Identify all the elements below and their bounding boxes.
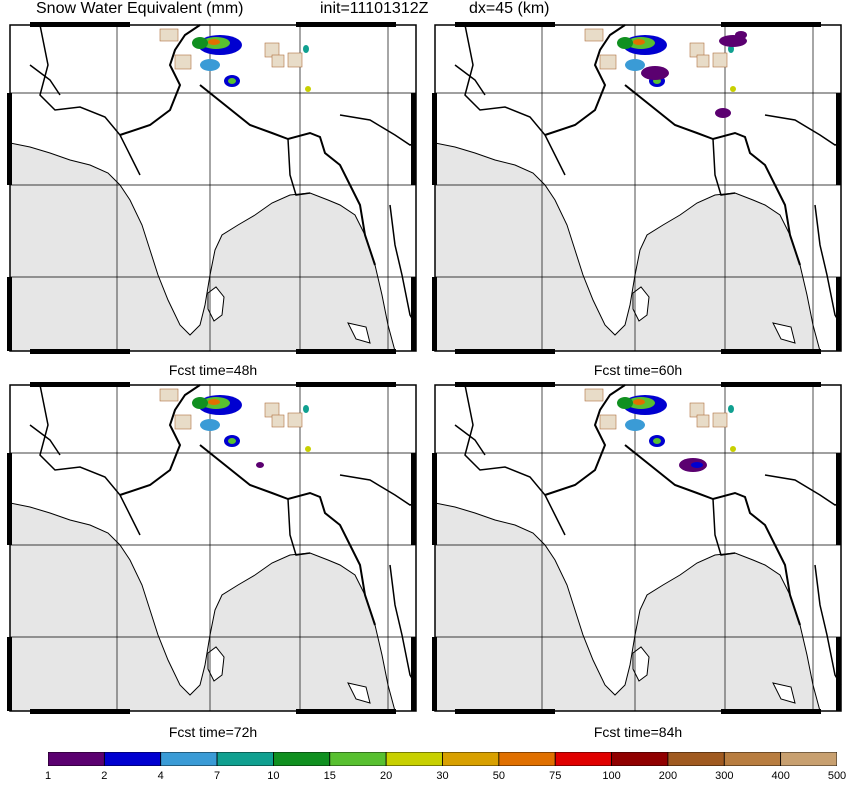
colorbar-segment <box>611 752 669 766</box>
colorbar <box>48 752 837 766</box>
colorbar-segment <box>48 752 105 766</box>
grid-spacing: dx=45 (km) <box>469 0 550 17</box>
colorbar-tick-label: 500 <box>827 770 847 782</box>
colorbar-tick-label: 200 <box>658 770 678 782</box>
colorbar-tick-label: 10 <box>267 770 280 782</box>
map-panel-4 <box>432 382 844 716</box>
colorbar-segment <box>160 752 218 766</box>
panel-2-caption: Fcst time=60h <box>593 362 683 378</box>
colorbar-segment <box>273 752 331 766</box>
colorbar-segment <box>498 752 556 766</box>
map-panel-2 <box>432 22 844 356</box>
colorbar-tick-label: 300 <box>715 770 734 782</box>
colorbar-tick-label: 75 <box>549 770 562 782</box>
colorbar-tick-label: 15 <box>323 770 336 782</box>
colorbar-segment <box>216 752 274 766</box>
colorbar-tick-label: 30 <box>436 770 449 782</box>
colorbar-segment <box>723 752 782 766</box>
colorbar-segment <box>780 752 837 766</box>
panel-1-caption: Fcst time=48h <box>168 362 258 378</box>
panel-3-caption: Fcst time=72h <box>168 724 258 740</box>
map-panel-3 <box>7 382 419 716</box>
variable-title: Snow Water Equivalent (mm) <box>36 0 244 17</box>
init-time: init=11101312Z <box>320 0 429 17</box>
colorbar-tick-label: 50 <box>492 770 505 782</box>
colorbar-tick-label: 4 <box>157 770 164 782</box>
colorbar-segment <box>554 752 612 766</box>
colorbar-tick-label: 2 <box>101 770 108 782</box>
colorbar-tick-label: 400 <box>771 770 790 782</box>
colorbar-segment <box>329 752 387 766</box>
panel-4-caption: Fcst time=84h <box>593 724 683 740</box>
colorbar-segment <box>667 752 725 766</box>
colorbar-tick-label: 7 <box>214 770 221 782</box>
colorbar-segment <box>103 752 162 766</box>
map-panel-1 <box>7 22 419 356</box>
colorbar-tick-label: 100 <box>602 770 621 782</box>
colorbar-tick-label: 1 <box>44 770 52 782</box>
colorbar-segment <box>385 752 443 766</box>
colorbar-tick-label: 20 <box>380 770 393 782</box>
colorbar-segment <box>442 752 500 766</box>
